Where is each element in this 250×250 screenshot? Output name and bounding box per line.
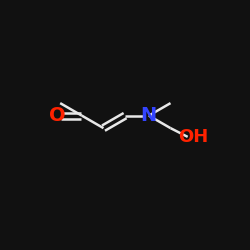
Text: O: O (48, 106, 65, 125)
Text: N: N (141, 106, 157, 125)
Text: OH: OH (178, 128, 208, 146)
